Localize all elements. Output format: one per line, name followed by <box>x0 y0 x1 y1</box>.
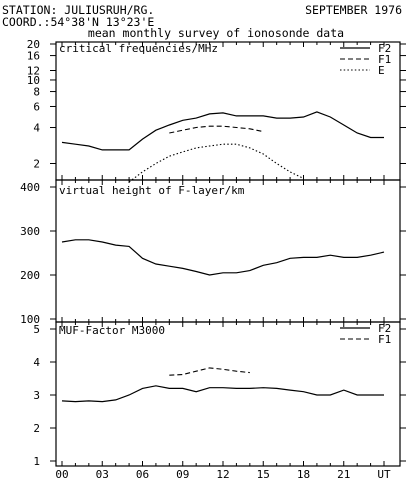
y-tick-label: 10 <box>27 74 40 87</box>
x-tick-label: 12 <box>216 468 229 480</box>
y-tick-label: 6 <box>33 100 40 113</box>
x-tick-label: 06 <box>136 468 149 480</box>
figure-subtitle: mean monthly survey of ionosonde data <box>88 26 344 40</box>
legend-label: F2 <box>378 322 391 335</box>
x-tick-label: 15 <box>257 468 270 480</box>
x-tick-label: 03 <box>96 468 109 480</box>
x-tick-label: 21 <box>337 468 350 480</box>
y-tick-label: 100 <box>20 313 40 326</box>
legend-label: F2 <box>378 42 391 55</box>
date-label: SEPTEMBER 1976 <box>305 3 402 17</box>
y-tick-label: 4 <box>33 356 40 369</box>
y-tick-label: 2 <box>33 422 40 435</box>
e-series-line <box>128 143 304 183</box>
f2-series-line <box>61 385 384 403</box>
panel-frame <box>55 41 401 181</box>
x-tick-label: 09 <box>176 468 189 480</box>
station-label: STATION: JULIUSRUH/RG. <box>2 3 154 17</box>
y-tick-label: 300 <box>20 225 40 238</box>
virtual-height-panel: virtual height of F-layer/km 100 200 300 40… <box>20 179 406 326</box>
y-tick-label: 8 <box>33 86 40 99</box>
panel-title: critical frequencies/MHz <box>59 42 218 55</box>
x-tick-label: UT <box>377 468 391 480</box>
panel-title: virtual height of F-layer/km <box>59 184 245 197</box>
legend-label: F1 <box>378 53 391 66</box>
legend-label: F1 <box>378 333 391 346</box>
y-tick-label: 400 <box>20 181 40 194</box>
x-tick-label: 00 <box>55 468 68 480</box>
y-tick-label: 2 <box>33 157 40 170</box>
y-tick-label: 5 <box>33 323 40 336</box>
y-tick-label: 20 <box>27 38 40 51</box>
f1-series-line <box>169 125 264 134</box>
panel-frame <box>55 321 401 467</box>
y-tick-label: 4 <box>33 122 40 135</box>
y-tick-label: 12 <box>27 65 40 78</box>
series-line <box>61 239 385 276</box>
f1-series-line <box>169 367 250 376</box>
y-tick-label: 3 <box>33 389 40 402</box>
y-tick-label: 200 <box>20 269 40 282</box>
f2-series-line <box>61 111 384 151</box>
panel-frame <box>55 179 401 323</box>
y-tick-label: 1 <box>33 455 40 468</box>
panel-title: MUF-Factor M3000 <box>59 324 165 337</box>
coordinates-label: COORD.:54°38'N 13°23'E <box>2 15 154 29</box>
x-tick-label: 18 <box>297 468 310 480</box>
legend-label: E <box>378 64 385 77</box>
y-tick-label: 16 <box>27 50 40 63</box>
